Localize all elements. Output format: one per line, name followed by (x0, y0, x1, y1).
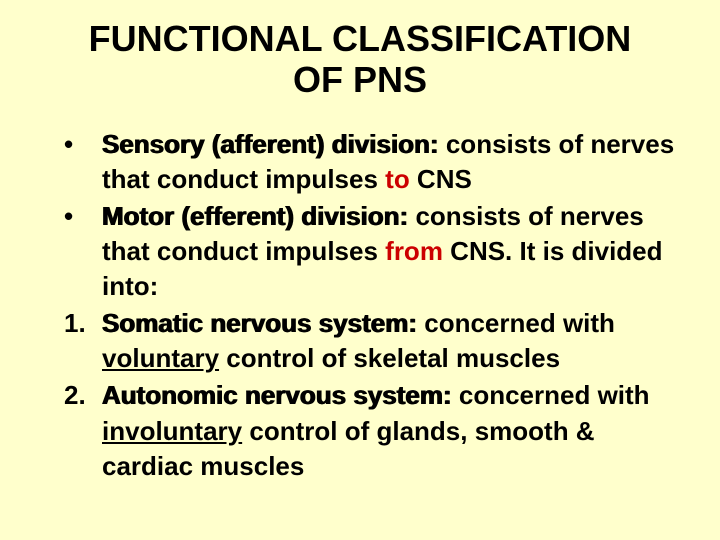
number-marker: 1. (58, 306, 102, 376)
slide-title: FUNCTIONAL CLASSIFICATION OF PNS (40, 18, 680, 101)
item-rest: CNS (410, 164, 472, 194)
term-sensory: Sensory (afferent) division: (102, 129, 439, 159)
bullet-marker: • (58, 127, 102, 197)
item-text: Autonomic nervous system: concerned with… (102, 378, 680, 483)
bullet-marker: • (58, 199, 102, 304)
list-item: • Sensory (afferent) division: consists … (58, 127, 680, 197)
item-rest: concerned with (417, 308, 615, 338)
underline-word: involuntary (102, 416, 242, 446)
title-line-1: FUNCTIONAL CLASSIFICATION (89, 18, 632, 59)
direction-word: to (385, 164, 410, 194)
slide: FUNCTIONAL CLASSIFICATION OF PNS • Senso… (0, 0, 720, 540)
item-rest: concerned with (452, 380, 650, 410)
number-marker: 2. (58, 378, 102, 483)
list-item: 2. Autonomic nervous system: concerned w… (58, 378, 680, 483)
item-rest: control of skeletal muscles (219, 343, 560, 373)
underline-word: voluntary (102, 343, 219, 373)
term-autonomic: Autonomic nervous system: (102, 380, 452, 410)
list-item: 1. Somatic nervous system: concerned wit… (58, 306, 680, 376)
direction-word: from (385, 236, 443, 266)
item-text: Somatic nervous system: concerned with v… (102, 306, 680, 376)
content-list: • Sensory (afferent) division: consists … (40, 127, 680, 484)
item-text: Motor (efferent) division: consists of n… (102, 199, 680, 304)
title-line-2: OF PNS (293, 59, 427, 100)
item-text: Sensory (afferent) division: consists of… (102, 127, 680, 197)
term-motor: Motor (efferent) division: (102, 201, 408, 231)
list-item: • Motor (efferent) division: consists of… (58, 199, 680, 304)
term-somatic: Somatic nervous system: (102, 308, 417, 338)
